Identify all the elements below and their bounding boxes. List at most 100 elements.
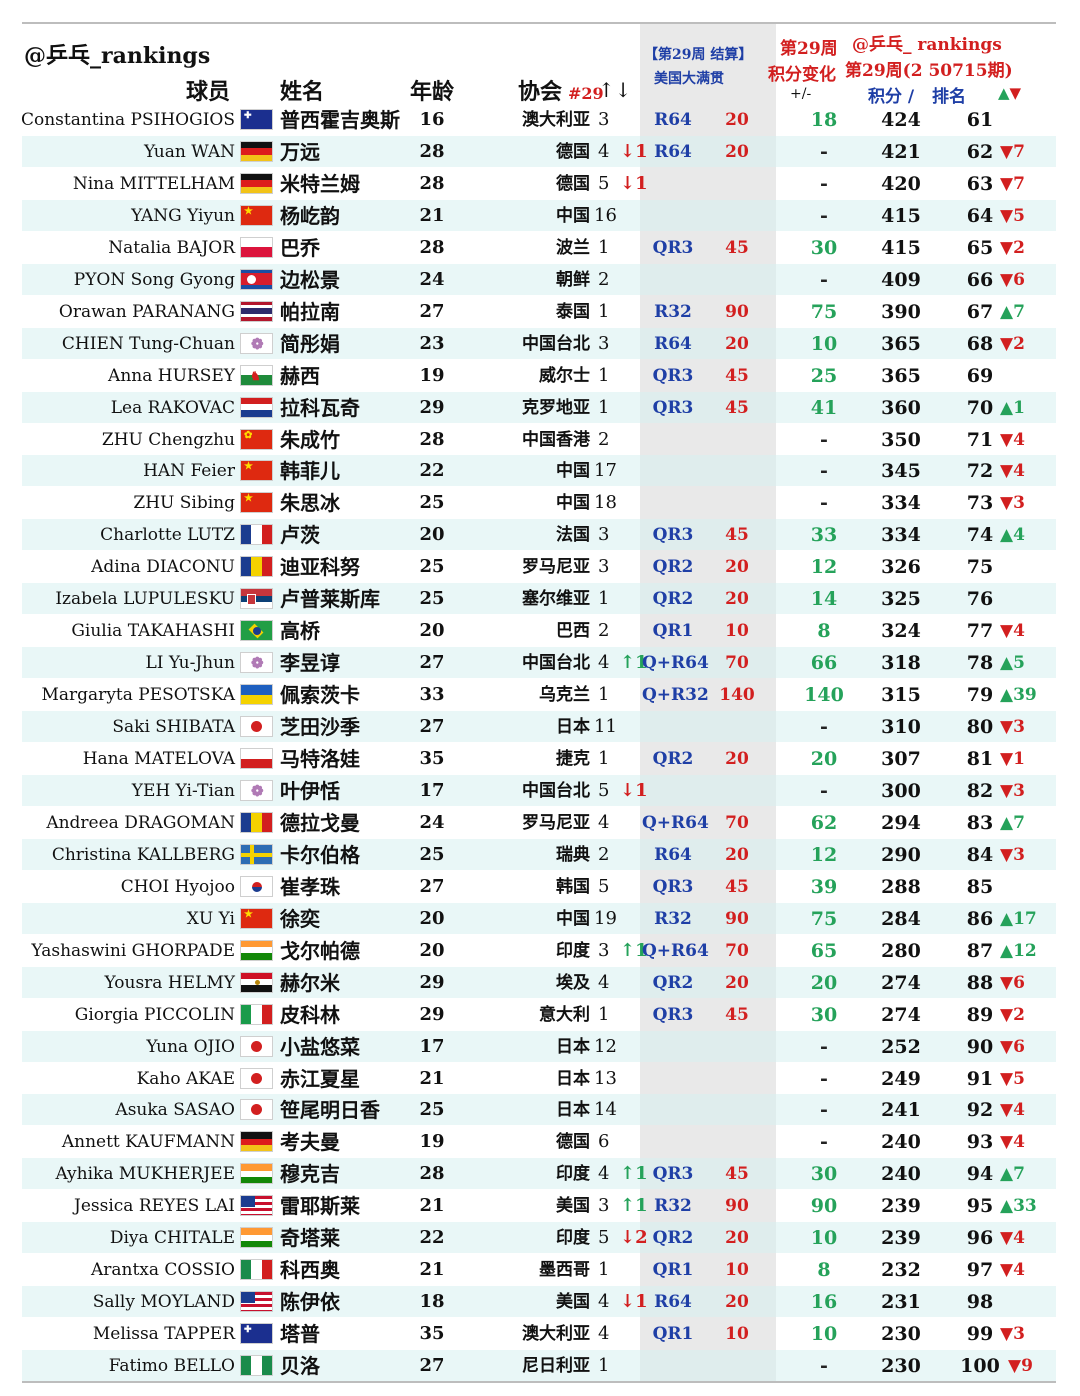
event-points: 70 — [725, 812, 749, 833]
world-rank: 85 — [966, 875, 994, 898]
player-name-en: Charlotte LUTZ — [100, 525, 235, 546]
world-rank: 61 — [966, 109, 994, 131]
event-points: 45 — [725, 876, 749, 897]
association-rank-change: ↓1 — [620, 173, 648, 195]
player-name-cn: 雷耶斯莱 — [280, 1194, 360, 1219]
top-rule — [22, 22, 1056, 24]
flag-tha-icon — [240, 300, 273, 322]
ranking-points: 230 — [881, 1355, 921, 1378]
weekly-points-change: 14 — [810, 588, 838, 611]
ranking-points: 249 — [881, 1067, 921, 1090]
association-rank: 3 — [598, 524, 610, 546]
association-rank: 13 — [594, 1067, 617, 1089]
weekly-points-change: 30 — [810, 1163, 838, 1186]
player-association: 法国 — [556, 525, 590, 546]
association-rank: 3 — [598, 1195, 610, 1217]
flag-usa-icon — [240, 1291, 273, 1313]
player-age: 25 — [419, 843, 445, 865]
table-row: Sally MOYLAND 陈伊依 18 美国 4 ↓1 R64 20 16 231 98 — [22, 1286, 1056, 1318]
event-points: 20 — [725, 1292, 749, 1313]
player-name-cn: 奇塔莱 — [280, 1226, 340, 1251]
event-round: QR2 — [652, 972, 694, 993]
watermark-handle-2: @乒乓_ rankings — [852, 35, 1002, 55]
weekly-points-change: 66 — [810, 652, 838, 675]
world-rank: 81 — [966, 748, 994, 770]
player-age: 25 — [419, 588, 445, 610]
association-rank: 1 — [598, 396, 610, 418]
rank-movement: ▼5 — [1000, 205, 1025, 226]
event-points: 45 — [725, 237, 749, 258]
player-name-en: Margaryta PESOTSKA — [41, 685, 236, 706]
association-rank-change: ↓1 — [620, 780, 648, 802]
world-rank: 97 — [966, 1259, 994, 1282]
flag-jpn-icon — [240, 716, 273, 738]
event-points: 10 — [725, 621, 749, 642]
player-association: 澳大利亚 — [522, 110, 590, 130]
flag-hkg-icon: ✿ — [240, 428, 273, 450]
player-age: 19 — [419, 1131, 445, 1153]
ranking-points: 334 — [881, 492, 921, 515]
world-rank: 71 — [966, 428, 994, 451]
ranking-points: 307 — [881, 748, 921, 770]
table-row: CHOI Hyojoo 崔孝珠 27 韩国 5 QR3 45 39 288 85 — [22, 871, 1056, 902]
weekly-points-change: - — [820, 428, 828, 451]
association-rank: 3 — [598, 556, 610, 578]
weekly-points-change: 12 — [810, 843, 838, 866]
weekly-points-change: 25 — [810, 364, 838, 387]
ranking-points: 420 — [881, 172, 921, 195]
header-week-label: 第29周(2 50715期) — [845, 61, 1013, 81]
weekly-points-change: 18 — [810, 109, 838, 131]
rank-movement: ▲5 — [1000, 653, 1025, 674]
world-rank: 86 — [966, 907, 994, 930]
rank-movement: ▼6 — [1000, 269, 1025, 290]
weekly-points-change: - — [820, 1099, 828, 1122]
player-name-en: Fatimo BELLO — [108, 1356, 235, 1377]
world-rank: 64 — [966, 204, 994, 227]
player-name-en: Anna HURSEY — [108, 365, 235, 386]
weekly-points-change: 20 — [810, 971, 838, 994]
ranking-points: 424 — [881, 109, 921, 131]
rank-movement: ▼4 — [1000, 429, 1025, 450]
rank-movement: ▼4 — [1000, 1228, 1025, 1249]
flag-chn-icon: ★ — [240, 907, 273, 929]
weekly-points-change: 16 — [810, 1291, 838, 1314]
event-round: R64 — [654, 333, 692, 354]
player-age: 17 — [419, 779, 445, 801]
world-rank: 69 — [966, 364, 994, 387]
ranking-points: 239 — [881, 1227, 921, 1250]
association-rank: 1 — [598, 300, 610, 322]
player-name-cn: 叶伊恬 — [280, 778, 340, 803]
weekly-points-change: - — [820, 1355, 828, 1378]
weekly-points-change: - — [820, 268, 828, 291]
rank-movement: ▼4 — [1000, 1100, 1025, 1121]
association-rank: 1 — [598, 236, 610, 258]
player-association: 美国 — [556, 1196, 590, 1217]
player-association: 韩国 — [556, 876, 590, 897]
ranking-points: 310 — [881, 716, 921, 739]
ranking-points: 240 — [881, 1131, 921, 1154]
player-association: 中国 — [556, 205, 590, 226]
event-points: 20 — [725, 844, 749, 865]
player-age: 18 — [419, 1291, 445, 1313]
table-row: Jessica REYES LAI 雷耶斯莱 21 美国 3 ↑1 R32 90 90 239 95… — [22, 1190, 1056, 1221]
header-assoc-week: #29 — [568, 84, 604, 103]
weekly-points-change: - — [820, 1131, 828, 1154]
ranking-points: 232 — [881, 1259, 921, 1282]
table-row: Andreea DRAGOMAN 德拉戈曼 24 罗马尼亚 4 Q+R64 70 62 294 8… — [22, 807, 1056, 838]
player-age: 27 — [419, 652, 445, 674]
rank-movement: ▼3 — [1000, 844, 1025, 865]
player-name-en: Lea RAKOVAC — [110, 397, 235, 418]
flag-cro-icon — [240, 396, 273, 418]
weekly-points-change: 30 — [810, 236, 838, 259]
player-name-en: Sally MOYLAND — [92, 1292, 235, 1313]
association-rank-arrow-icon: ↓ — [620, 140, 636, 162]
rank-movement: ▲4 — [1000, 525, 1025, 546]
player-age: 29 — [419, 396, 445, 418]
event-points: 20 — [725, 110, 749, 130]
association-rank-change: ↑1 — [620, 1195, 648, 1217]
table-row: Nina MITTELHAM 米特兰姆 28 德国 5 ↓1 - 420 63 ▼7 — [22, 168, 1056, 199]
player-name-cn: 崔孝珠 — [280, 874, 340, 899]
world-rank: 89 — [966, 1003, 994, 1026]
weekly-points-change: 8 — [817, 1259, 831, 1282]
player-name-en: YEH Yi-Tian — [131, 780, 235, 801]
